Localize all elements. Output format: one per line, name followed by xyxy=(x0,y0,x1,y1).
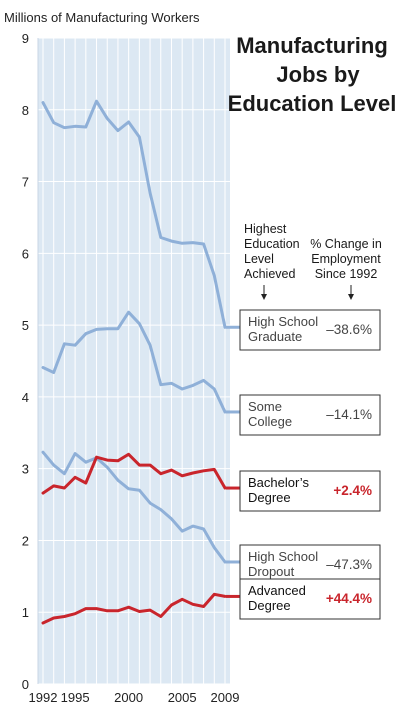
series-label-box xyxy=(239,544,381,586)
y-tick-label: 8 xyxy=(22,103,29,118)
series-name: Dropout xyxy=(248,564,295,579)
x-tick-label: 2000 xyxy=(114,690,143,705)
legend-header-level: Level xyxy=(244,252,274,266)
y-tick-label: 2 xyxy=(22,533,29,548)
chart-title-line: Jobs by xyxy=(276,62,360,87)
x-tick-label: 1995 xyxy=(61,690,90,705)
arrow-icon xyxy=(261,294,267,300)
y-tick-label: 9 xyxy=(22,31,29,46)
series-line xyxy=(41,99,227,329)
series-name: Bachelor’s xyxy=(248,475,309,490)
arrow-icon xyxy=(348,294,354,300)
y-tick-label: 5 xyxy=(22,318,29,333)
series-change: –14.1% xyxy=(326,407,372,422)
series-name: Some xyxy=(248,399,282,414)
legend-header-level: Highest xyxy=(244,222,287,236)
legend-header-level: Achieved xyxy=(244,267,295,281)
gridlines xyxy=(38,37,230,685)
legend-header-change: Since 1992 xyxy=(315,267,378,281)
series-name: Advanced xyxy=(248,583,306,598)
series-name: Degree xyxy=(248,490,291,505)
y-tick-label: 1 xyxy=(22,605,29,620)
chart-title-line: Education Level xyxy=(228,91,397,116)
series-name: Graduate xyxy=(248,329,302,344)
series-lines xyxy=(41,99,227,625)
x-tick-label: 1992 xyxy=(29,690,58,705)
series-label-box xyxy=(239,578,381,620)
series-change: +2.4% xyxy=(333,483,372,498)
series-name: Degree xyxy=(248,598,291,613)
series-change: –38.6% xyxy=(326,322,372,337)
x-tick-label: 2009 xyxy=(211,690,240,705)
axes: 0 1 2 3 4 5 6 7 8 9 1992 1995 2000 2005 2009 xyxy=(22,31,240,705)
series-line xyxy=(41,592,227,625)
series-label-box xyxy=(239,470,381,512)
series-name: High School xyxy=(248,314,318,329)
y-tick-label: 4 xyxy=(22,390,29,405)
legend-header-change: % Change in xyxy=(310,237,382,251)
series-change: –47.3% xyxy=(326,557,372,572)
series-change: +44.4% xyxy=(326,591,372,606)
x-tick-label: 2005 xyxy=(168,690,197,705)
legend-header-change: Employment xyxy=(311,252,381,266)
y-tick-label: 0 xyxy=(22,677,29,692)
legend-header-level: Education xyxy=(244,237,300,251)
chart-title-line: Manufacturing xyxy=(236,33,388,58)
y-tick-label: 6 xyxy=(22,246,29,261)
y-tick-label: 7 xyxy=(22,175,29,190)
chart-title: Manufacturing Jobs by Education Level xyxy=(228,33,397,116)
series-label-box xyxy=(239,394,381,436)
series-name: High School xyxy=(248,549,318,564)
series-label-box xyxy=(239,309,381,351)
plot-background xyxy=(38,38,230,684)
series-line xyxy=(41,450,227,564)
series-line xyxy=(41,452,227,495)
series-line xyxy=(41,310,227,414)
series-name: College xyxy=(248,414,292,429)
y-axis-label: Millions of Manufacturing Workers xyxy=(4,10,200,25)
y-tick-label: 3 xyxy=(22,462,29,477)
